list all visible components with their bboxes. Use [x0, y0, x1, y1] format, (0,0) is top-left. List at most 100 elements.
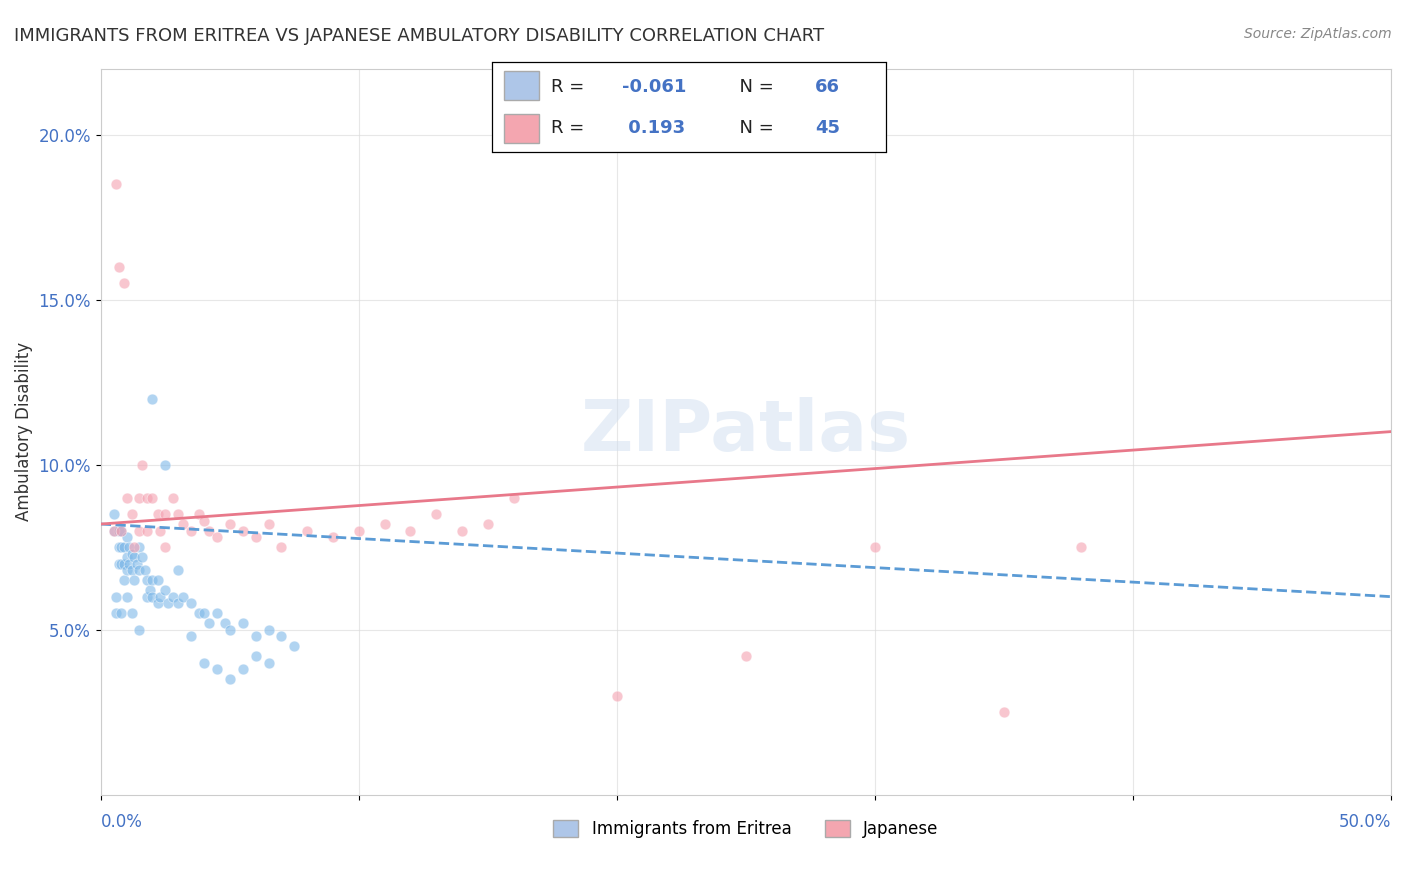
Point	[125, 557, 148, 571]
Point	[477, 516, 499, 531]
Point	[136, 573, 159, 587]
Point	[399, 524, 422, 538]
Point	[257, 516, 280, 531]
Point	[118, 557, 141, 571]
Text: IMMIGRANTS FROM ERITREA VS JAPANESE AMBULATORY DISABILITY CORRELATION CHART: IMMIGRANTS FROM ERITREA VS JAPANESE AMBU…	[14, 27, 824, 45]
Point	[270, 540, 292, 554]
Point	[180, 596, 202, 610]
Text: 0.193: 0.193	[621, 120, 685, 137]
Point	[155, 540, 177, 554]
Point	[245, 629, 267, 643]
Point	[121, 507, 143, 521]
Text: -0.061: -0.061	[621, 78, 686, 96]
Point	[121, 563, 143, 577]
Text: N =: N =	[728, 120, 780, 137]
Point	[134, 563, 156, 577]
Point	[232, 616, 254, 631]
Point	[105, 590, 128, 604]
Point	[232, 662, 254, 676]
Point	[110, 557, 132, 571]
Point	[128, 524, 150, 538]
Point	[863, 540, 886, 554]
Point	[136, 491, 159, 505]
Point	[167, 596, 190, 610]
Point	[108, 540, 131, 554]
Point	[193, 514, 215, 528]
Point	[735, 649, 758, 664]
Point	[128, 623, 150, 637]
Point	[136, 590, 159, 604]
Point	[103, 524, 125, 538]
FancyBboxPatch shape	[503, 71, 540, 100]
Point	[124, 549, 146, 564]
Point	[146, 573, 169, 587]
Legend: Immigrants from Eritrea, Japanese: Immigrants from Eritrea, Japanese	[547, 813, 945, 845]
Y-axis label: Ambulatory Disability: Ambulatory Disability	[15, 342, 32, 521]
Point	[131, 549, 153, 564]
Point	[606, 689, 628, 703]
Point	[131, 458, 153, 472]
Point	[187, 507, 209, 521]
Point	[112, 557, 135, 571]
Point	[128, 563, 150, 577]
Point	[124, 573, 146, 587]
Point	[156, 596, 179, 610]
Text: 66: 66	[815, 78, 839, 96]
Point	[155, 582, 177, 597]
Point	[198, 524, 221, 538]
Point	[110, 524, 132, 538]
Point	[502, 491, 524, 505]
Point	[115, 530, 138, 544]
Point	[193, 656, 215, 670]
Point	[141, 491, 163, 505]
Point	[167, 563, 190, 577]
Point	[155, 458, 177, 472]
FancyBboxPatch shape	[503, 114, 540, 143]
Point	[993, 705, 1015, 719]
Point	[205, 662, 228, 676]
Point	[146, 596, 169, 610]
Point	[214, 616, 236, 631]
Point	[108, 524, 131, 538]
Point	[112, 573, 135, 587]
Point	[139, 582, 162, 597]
Point	[115, 590, 138, 604]
Point	[115, 549, 138, 564]
Point	[110, 606, 132, 620]
Point	[347, 524, 370, 538]
Point	[172, 590, 194, 604]
Point	[121, 606, 143, 620]
Point	[141, 590, 163, 604]
Point	[322, 530, 344, 544]
Point	[425, 507, 447, 521]
Point	[124, 540, 146, 554]
Point	[115, 563, 138, 577]
Point	[155, 507, 177, 521]
Point	[136, 524, 159, 538]
Point	[218, 623, 240, 637]
Text: N =: N =	[728, 78, 780, 96]
Point	[205, 530, 228, 544]
Point	[162, 491, 184, 505]
Point	[245, 530, 267, 544]
Point	[108, 260, 131, 274]
Text: ZIPatlas: ZIPatlas	[581, 397, 911, 467]
Point	[103, 507, 125, 521]
Point	[198, 616, 221, 631]
Point	[149, 524, 172, 538]
Point	[218, 672, 240, 686]
Point	[172, 516, 194, 531]
Point	[245, 649, 267, 664]
Point	[180, 524, 202, 538]
Point	[121, 547, 143, 561]
Point	[162, 590, 184, 604]
Point	[141, 573, 163, 587]
Point	[374, 516, 396, 531]
Point	[128, 540, 150, 554]
Point	[149, 590, 172, 604]
Text: 45: 45	[815, 120, 839, 137]
Point	[141, 392, 163, 406]
Point	[128, 491, 150, 505]
Point	[1070, 540, 1092, 554]
Point	[118, 540, 141, 554]
